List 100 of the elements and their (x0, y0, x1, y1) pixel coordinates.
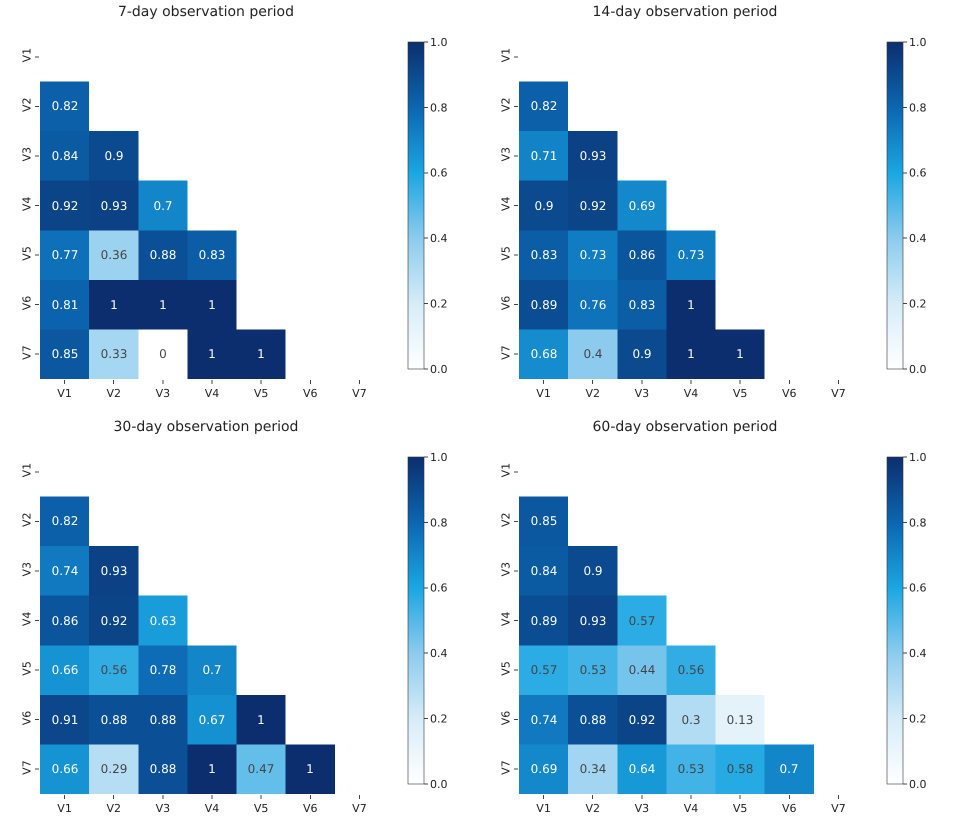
data-label: 0.88 (100, 713, 128, 728)
x-tick-label: V6 (782, 387, 797, 400)
y-tick-label: V3 (20, 147, 34, 162)
data-label: 0.66 (52, 762, 78, 776)
y-tick-label: V6 (500, 710, 513, 726)
color-bar-label: 0.6 (430, 166, 448, 180)
chart-title: 60-day observation period (592, 419, 778, 436)
data-label: 0.84 (530, 564, 558, 578)
y-tick-label: V1 (20, 462, 34, 478)
y-tick-label: V1 (500, 462, 513, 478)
data-label: 0.88 (150, 713, 176, 728)
x-tick-label: V5 (254, 387, 268, 400)
color-bar-label: 1.0 (909, 36, 926, 49)
x-tick-label: V1 (57, 387, 72, 400)
data-label: 0.9 (632, 347, 652, 362)
data-label: 0.53 (580, 663, 606, 678)
color-bar-label: 0.8 (909, 516, 926, 530)
data-label: 0.69 (628, 199, 656, 214)
data-label: 0.93 (580, 614, 606, 628)
data-label: 0.73 (678, 248, 704, 262)
color-bar-label: 0.8 (430, 101, 448, 114)
x-tick-label: V4 (204, 802, 220, 816)
data-label: 1 (208, 347, 216, 362)
color-bar-label: 0.8 (909, 101, 926, 114)
color-bar-label: 0.8 (430, 516, 448, 530)
y-tick-label: V4 (20, 196, 34, 212)
x-tick-label: V2 (585, 387, 600, 400)
x-tick-label: V5 (732, 387, 748, 400)
data-label: 0.89 (530, 298, 558, 312)
y-tick-label: V5 (500, 661, 513, 676)
data-label: 0.44 (628, 663, 656, 678)
data-label: 0.86 (52, 614, 78, 628)
color-bar-label: 1.0 (430, 36, 448, 49)
data-label: 0.63 (150, 614, 176, 628)
data-label: 0.92 (628, 713, 656, 728)
data-label: 0.57 (530, 663, 558, 678)
data-label: 1 (687, 347, 695, 362)
data-label: 0.86 (628, 248, 656, 262)
y-tick-label: V7 (500, 760, 513, 775)
data-label: 0.83 (530, 248, 558, 262)
data-label: 0.36 (100, 248, 128, 262)
y-tick-label: V6 (500, 296, 513, 310)
data-label: 0.7 (779, 762, 799, 776)
color-bar-label: 0.2 (430, 712, 448, 726)
x-tick-label: V2 (106, 387, 121, 400)
y-tick-label: V3 (500, 147, 513, 162)
x-tick-label: V5 (732, 802, 748, 816)
data-label: 0.82 (530, 99, 558, 114)
color-bar-label: 0.2 (909, 712, 926, 726)
x-tick-label: V1 (536, 802, 551, 816)
y-tick-label: V6 (20, 710, 34, 726)
chart-title: 30-day observation period (114, 419, 298, 436)
data-label: 0.76 (580, 298, 606, 312)
y-tick-label: V7 (500, 345, 513, 360)
y-tick-label: V1 (20, 48, 34, 62)
data-label: 0.57 (628, 614, 656, 628)
data-label: 0.56 (100, 663, 128, 678)
data-label: 0 (159, 347, 167, 362)
data-label: 1 (208, 298, 216, 312)
color-bar-label: 0.4 (430, 647, 448, 660)
y-tick-label: V2 (500, 97, 513, 112)
data-label: 0.82 (52, 99, 78, 114)
data-label: 0.83 (628, 298, 656, 312)
data-label: 0.92 (52, 199, 78, 214)
data-label: 0.58 (726, 762, 754, 776)
x-tick-label: V4 (684, 387, 698, 400)
x-tick-label: V1 (57, 802, 72, 816)
x-tick-label: V6 (782, 802, 797, 816)
data-label: 0.9 (534, 199, 554, 214)
y-tick-label: V5 (500, 246, 513, 261)
x-tick-label: V7 (352, 387, 367, 400)
x-tick-label: V2 (585, 802, 600, 816)
data-label: 0.71 (530, 149, 558, 164)
y-tick-label: V5 (20, 661, 34, 676)
x-tick-label: V6 (303, 802, 318, 816)
y-tick-label: V7 (20, 760, 34, 775)
data-label: 0.74 (530, 713, 558, 728)
color-bar-label: 0.6 (909, 582, 926, 595)
data-label: 0.68 (530, 347, 558, 362)
x-tick-label: V2 (106, 802, 121, 816)
y-tick-label: V4 (20, 612, 34, 626)
data-label: 0.13 (726, 713, 754, 728)
data-label: 1 (110, 298, 118, 312)
data-label: 0.85 (530, 514, 558, 528)
data-label: 0.3 (681, 713, 701, 728)
x-tick-label: V3 (156, 387, 170, 400)
color-bar-label: 1.0 (909, 450, 926, 464)
data-label: 0.93 (100, 564, 128, 578)
x-tick-label: V4 (684, 802, 698, 816)
x-tick-label: V3 (634, 802, 650, 816)
data-label: 0.88 (580, 713, 606, 728)
data-label: 1 (208, 762, 216, 776)
color-bar-label: 0.6 (909, 166, 926, 180)
color-bar-label: 1.0 (430, 450, 448, 464)
y-tick-label: V1 (500, 48, 513, 62)
data-label: 0.77 (52, 248, 78, 262)
data-label: 0.56 (678, 663, 704, 678)
data-label: 0.53 (678, 762, 704, 776)
data-label: 0.33 (100, 347, 128, 362)
data-label: 0.92 (580, 199, 606, 214)
